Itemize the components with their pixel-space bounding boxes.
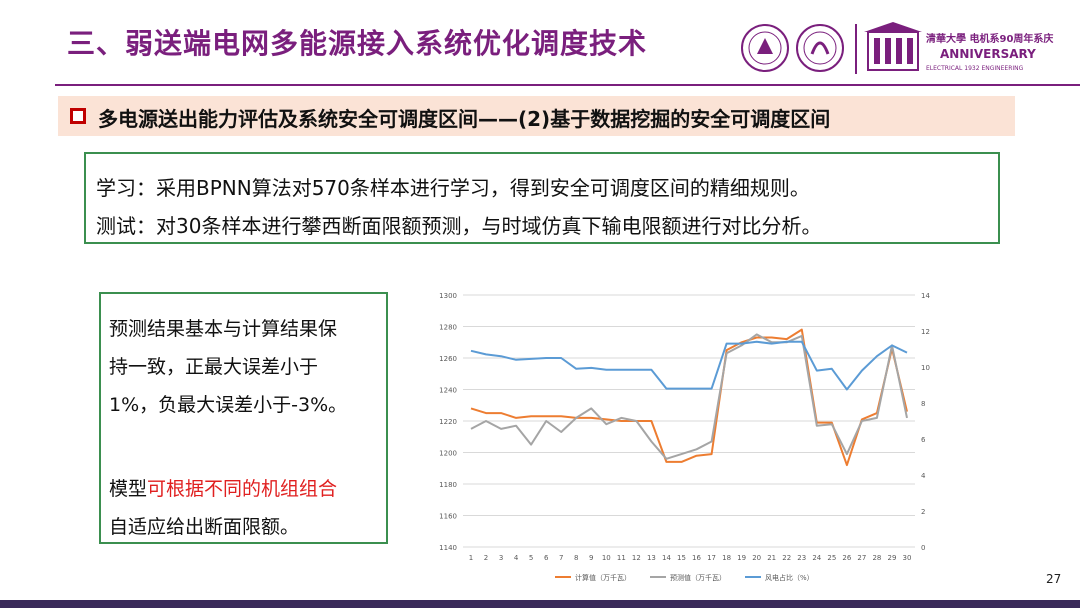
- x-tick-label: 12: [632, 554, 641, 562]
- x-tick-label: 7: [559, 554, 563, 562]
- x-tick-label: 22: [782, 554, 791, 562]
- y-right-tick-label: 0: [921, 544, 925, 552]
- y-left-tick-label: 1260: [439, 355, 457, 363]
- university-seal-icon: [741, 24, 789, 72]
- conclusion-highlight-2: 自适应给出断面限额。: [109, 516, 300, 538]
- y-left-tick-label: 1160: [439, 513, 457, 521]
- x-tick-label: 10: [602, 554, 611, 562]
- logo-group: 清華大學 电机系90周年系庆 ANNIVERSARY ELECTRICAL 19…: [740, 18, 1060, 78]
- eesd-building-logo-icon: [864, 22, 922, 71]
- y-left-tick-label: 1240: [439, 387, 457, 395]
- y-left-tick-label: 1300: [439, 292, 457, 300]
- x-tick-label: 4: [514, 554, 519, 562]
- conclusion-line-4-prefix: 模型: [109, 478, 148, 500]
- x-tick-label: 1: [469, 554, 473, 562]
- subheading-text: 多电源送出能力评估及系统安全可调度区间——(2)基于数据挖掘的安全可调度区间: [98, 107, 831, 131]
- x-tick-label: 16: [692, 554, 701, 562]
- y-left-tick-label: 1220: [439, 418, 457, 426]
- title-underline: [55, 84, 1080, 86]
- learning-line: 学习：采用BPNN算法对570条样本进行学习，得到安全可调度区间的精细规则。: [96, 176, 810, 200]
- footer-bar: [0, 600, 1080, 608]
- testing-line: 测试：对30条样本进行攀西断面限额预测，与时域仿真下输电限额进行对比分析。: [96, 214, 822, 238]
- logo-divider: [855, 24, 857, 74]
- department-seal-icon: [796, 24, 844, 72]
- x-tick-label: 27: [857, 554, 866, 562]
- x-tick-label: 30: [903, 554, 912, 562]
- x-tick-label: 14: [662, 554, 671, 562]
- x-tick-label: 19: [737, 554, 746, 562]
- x-tick-label: 11: [617, 554, 626, 562]
- page-number: 27: [1046, 572, 1062, 586]
- y-left-tick-label: 1180: [439, 481, 457, 489]
- legend-label: 预测值（万千瓦）: [670, 573, 726, 582]
- y-right-tick-label: 14: [921, 292, 930, 300]
- x-tick-label: 26: [842, 554, 851, 562]
- slide-title: 三、弱送端电网多能源接入系统优化调度技术: [67, 27, 648, 60]
- y-right-tick-label: 6: [921, 436, 926, 444]
- y-right-tick-label: 12: [921, 328, 930, 336]
- method-box: 学习：采用BPNN算法对570条样本进行学习，得到安全可调度区间的精细规则。 测…: [84, 152, 1000, 244]
- x-tick-label: 20: [752, 554, 761, 562]
- y-left-tick-label: 1140: [439, 544, 457, 552]
- y-right-tick-label: 8: [921, 400, 925, 408]
- x-tick-label: 6: [544, 554, 549, 562]
- x-tick-label: 28: [872, 554, 881, 562]
- line-chart: 1140 1160 1180 1200 1220 1240 1260 1280 1300 0 2 4 6…: [425, 285, 945, 585]
- conclusion-line-3: 1%，负最大误差小于-3%。: [109, 394, 348, 416]
- logo-caption-3: ELECTRICAL 1932 ENGINEERING: [926, 65, 1024, 72]
- conclusion-line-2: 持一致，正最大误差小于: [109, 356, 319, 378]
- x-tick-label: 29: [888, 554, 897, 562]
- x-tick-label: 2: [484, 554, 488, 562]
- series-line: [470, 333, 908, 460]
- conclusion-line-4: 模型可根据不同的机组组合: [109, 474, 337, 501]
- x-tick-label: 5: [529, 554, 533, 562]
- x-tick-label: 25: [827, 554, 836, 562]
- x-tick-label: 9: [589, 554, 593, 562]
- y-right-tick-label: 2: [921, 508, 925, 516]
- x-tick-label: 8: [574, 554, 578, 562]
- conclusion-line-1: 预测结果基本与计算结果保: [109, 318, 338, 340]
- x-tick-label: 15: [677, 554, 686, 562]
- series-line: [470, 340, 908, 391]
- y-left-tick-label: 1200: [439, 450, 457, 458]
- legend-label: 计算值（万千瓦）: [575, 573, 631, 582]
- logo-caption-2: ANNIVERSARY: [940, 47, 1036, 61]
- x-tick-label: 24: [812, 554, 821, 562]
- x-tick-label: 17: [707, 554, 716, 562]
- logo-caption-1: 清華大學 电机系90周年系庆: [926, 32, 1053, 45]
- y-right-tick-label: 10: [921, 364, 930, 372]
- chart-svg: 1140116011801200122012401260128013000246…: [439, 292, 930, 582]
- x-tick-label: 18: [722, 554, 731, 562]
- x-tick-label: 23: [797, 554, 806, 562]
- y-right-tick-label: 4: [921, 472, 926, 480]
- x-tick-label: 13: [647, 554, 656, 562]
- y-left-tick-label: 1280: [439, 324, 457, 332]
- legend-label: 风电占比（%）: [765, 573, 814, 582]
- conclusion-highlight-1: 可根据不同的机组组合: [147, 478, 338, 500]
- x-tick-label: 21: [767, 554, 776, 562]
- conclusion-box: 预测结果基本与计算结果保 持一致，正最大误差小于 1%，负最大误差小于-3%。 …: [99, 292, 388, 544]
- square-bullet-icon: [70, 108, 86, 124]
- x-tick-label: 3: [499, 554, 503, 562]
- section-subheading: 多电源送出能力评估及系统安全可调度区间——(2)基于数据挖掘的安全可调度区间: [58, 96, 1015, 136]
